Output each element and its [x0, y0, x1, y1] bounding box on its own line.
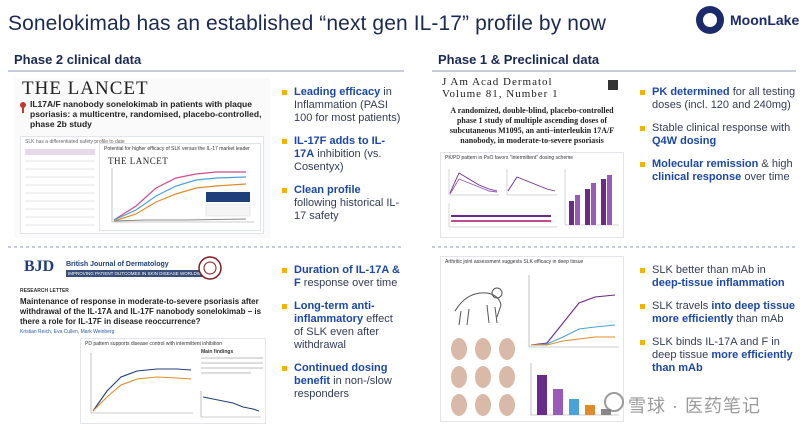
left-column-heading: Phase 2 clinical data [14, 52, 142, 67]
arthritis-score-chart [528, 275, 619, 348]
paw-images-grid [451, 338, 515, 416]
lancet-masthead: THE LANCET [22, 78, 149, 99]
bjd-findings-text [201, 357, 263, 387]
lancet-figure-slide: SLK has a differentiated safety profile … [20, 136, 264, 234]
jaad-figure-slide: PK/PD pattern in PsO favors "intermitten… [440, 152, 624, 238]
bullet-duration: Duration of IL-17A & F response over tim… [282, 264, 404, 290]
arthritis-bar-chart [530, 363, 619, 416]
left-bottom-bullets: Duration of IL-17A & F response over tim… [282, 264, 404, 411]
bullet-stable-response: Stable clinical response with Q4W dosing [640, 122, 798, 148]
right-divider [432, 246, 796, 248]
bjd-logo: BJD [24, 258, 55, 275]
bullet-molecular-remission: Molecular remission & high clinical resp… [640, 158, 798, 184]
lancet-paper-title: IL17A/F nanobody sonelokimab in patients… [30, 99, 262, 129]
watermark-text: 雪球 · 医药笔记 [628, 396, 761, 416]
bullet-leading-efficacy: Leading efficacy in Inflammation (PASI 1… [282, 86, 404, 125]
research-letter-label: RESEARCH LETTER [20, 288, 69, 294]
bullet-clean-profile: Clean profile following historical IL-17… [282, 184, 404, 223]
right-bottom-bullets: SLK better than mAb in deep-tissue infla… [640, 264, 798, 385]
lancet-chart-journal: THE LANCET [108, 156, 169, 166]
safety-table-thumbnail [25, 149, 95, 226]
pkpd-charts [448, 169, 619, 228]
bjd-secondary-chart [200, 391, 261, 418]
bjd-chart-caption: PD pattern supports disease control with… [85, 341, 223, 347]
lancet-slide-caption: SLK has a differentiated safety profile … [25, 139, 125, 145]
bjd-seal-icon [198, 256, 222, 280]
bjd-figure-slide: PD pattern supports disease control with… [80, 338, 266, 424]
right-top-bullets: PK determined for all testing doses (inc… [640, 86, 798, 194]
bjd-paper-title: Maintenance of response in moderate-to-s… [20, 297, 262, 326]
arthritis-panel: Arthritic joint assessment suggests SLK … [436, 254, 626, 426]
lancet-panel: THE LANCET IL17A/F nanobody sonelokimab … [14, 78, 270, 238]
bullet-il17f: IL-17F adds to IL-17A inhibition (vs. Co… [282, 135, 404, 174]
left-heading-rule [8, 70, 404, 72]
pasi-response-chart [111, 168, 254, 223]
bjd-journal-name: British Journal of Dermatology [66, 261, 169, 268]
lancet-paper-icon [20, 102, 26, 113]
arthritis-figure-slide: Arthritic joint assessment suggests SLK … [440, 256, 624, 422]
moonlake-logo-icon [696, 6, 724, 34]
slide-title: Sonelokimab has an established “next gen… [8, 12, 607, 35]
bullet-binds-il17: SLK binds IL-17A and F in deep tissue mo… [640, 336, 798, 375]
mouse-skeleton-icon [454, 287, 503, 326]
jaad-corner-mark [608, 80, 618, 90]
bjd-tagline: IMPROVING PATIENT OUTCOMES IN SKIN DISEA… [66, 270, 211, 277]
jaad-panel: J Am Acad Dermatol Volume 81, Number 1 A… [436, 76, 626, 240]
bjd-authors: Kristian Reich, Eva Cullen, Mark Weinber… [20, 329, 115, 335]
left-top-bullets: Leading efficacy in Inflammation (PASI 1… [282, 86, 404, 233]
left-divider [8, 246, 404, 248]
right-column-heading: Phase 1 & Preclinical data [438, 52, 600, 67]
jaad-journal-line2: Volume 81, Number 1 [442, 88, 559, 100]
jaad-chart-caption: PK/PD pattern in PsO favors "intermitten… [445, 155, 574, 161]
lancet-chart-card: Potential for higher efficacy of SLK ver… [99, 143, 261, 231]
lancet-chart-caption: Potential for higher efficacy of SLK ver… [104, 146, 250, 152]
jaad-abstract-title: A randomized, double-blind, placebo-cont… [449, 106, 615, 145]
jaad-journal-line1: J Am Acad Dermatol [442, 76, 553, 88]
moonlake-logo: MoonLake [696, 6, 799, 34]
bjd-panel: BJD British Journal of Dermatology IMPRO… [14, 254, 270, 426]
right-heading-rule [432, 70, 796, 72]
bjd-response-chart [90, 353, 193, 414]
watermark-icon [604, 392, 624, 412]
bullet-long-term: Long-term anti-inflammatory effect of SL… [282, 300, 404, 352]
bullet-pk-determined: PK determined for all testing doses (inc… [640, 86, 798, 112]
bjd-chart-note: Main findings [201, 349, 234, 355]
bullet-deep-tissue: SLK better than mAb in deep-tissue infla… [640, 264, 798, 290]
moonlake-logo-text: MoonLake [730, 12, 800, 28]
bullet-continued-dosing: Continued dosing benefit in non-/slow re… [282, 362, 404, 401]
bullet-travels-deep: SLK travels into deep tissue more effici… [640, 300, 798, 326]
arthritis-chart-caption: Arthritic joint assessment suggests SLK … [445, 259, 584, 265]
